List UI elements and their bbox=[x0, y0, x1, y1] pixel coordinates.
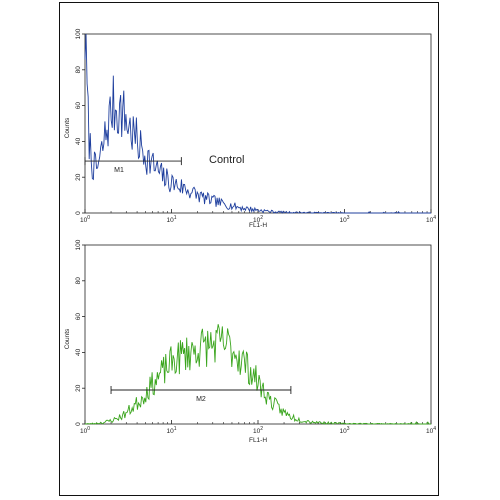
sample-plot-area bbox=[84, 244, 432, 425]
y-tick-label: 0 bbox=[75, 422, 82, 426]
control-plot-area bbox=[84, 33, 432, 214]
gate-m2-label: M2 bbox=[196, 396, 206, 403]
y-tick-label: 80 bbox=[75, 66, 82, 74]
x-tick-label: 100 bbox=[80, 426, 90, 435]
x-tick-label: 103 bbox=[339, 426, 349, 435]
x-tick-label: 101 bbox=[166, 215, 176, 224]
y-tick-label: 20 bbox=[75, 173, 82, 181]
y-tick-label: 20 bbox=[75, 384, 82, 392]
y-tick-label: 80 bbox=[75, 277, 82, 285]
control-y-ticks: 0 20 40 60 80 100 bbox=[75, 28, 85, 215]
gate-m1: M1 bbox=[84, 157, 182, 174]
y-tick-label: 60 bbox=[75, 313, 82, 321]
y-tick-label: 100 bbox=[75, 239, 82, 250]
control-annotation: Control bbox=[209, 154, 244, 166]
y-tick-label: 0 bbox=[75, 211, 82, 215]
y-tick-label: 60 bbox=[75, 102, 82, 110]
control-histogram-line bbox=[84, 33, 431, 214]
sample-histogram-line bbox=[85, 324, 431, 425]
x-tick-label: 101 bbox=[166, 426, 176, 435]
sample-histogram-panel: 0 20 40 60 80 100 100 101 102 103 104 Counts FL1-… bbox=[64, 239, 436, 444]
y-tick-label: 40 bbox=[75, 137, 82, 145]
x-tick-label: 103 bbox=[339, 215, 349, 224]
sample-x-axis-label: FL1-H bbox=[249, 437, 267, 444]
gate-m1-label: M1 bbox=[114, 167, 124, 174]
y-tick-label: 40 bbox=[75, 348, 82, 356]
sample-x-ticks: 100 101 102 103 104 bbox=[80, 420, 436, 435]
sample-y-axis-label: Counts bbox=[64, 328, 71, 349]
x-tick-label: 100 bbox=[80, 215, 90, 224]
control-y-axis-label: Counts bbox=[64, 117, 71, 138]
y-tick-label: 100 bbox=[75, 28, 82, 39]
x-tick-label: 104 bbox=[426, 215, 436, 224]
x-tick-label: 102 bbox=[253, 215, 263, 224]
control-histogram-panel: 0 20 40 60 80 100 100 101 102 103 104 Counts FL1-… bbox=[64, 28, 436, 229]
control-x-axis-label: FL1-H bbox=[249, 222, 267, 229]
gate-m2: M2 bbox=[110, 385, 292, 403]
x-tick-label: 102 bbox=[253, 426, 263, 435]
sample-y-ticks: 0 20 40 60 80 100 bbox=[75, 239, 85, 426]
x-tick-label: 104 bbox=[426, 426, 436, 435]
